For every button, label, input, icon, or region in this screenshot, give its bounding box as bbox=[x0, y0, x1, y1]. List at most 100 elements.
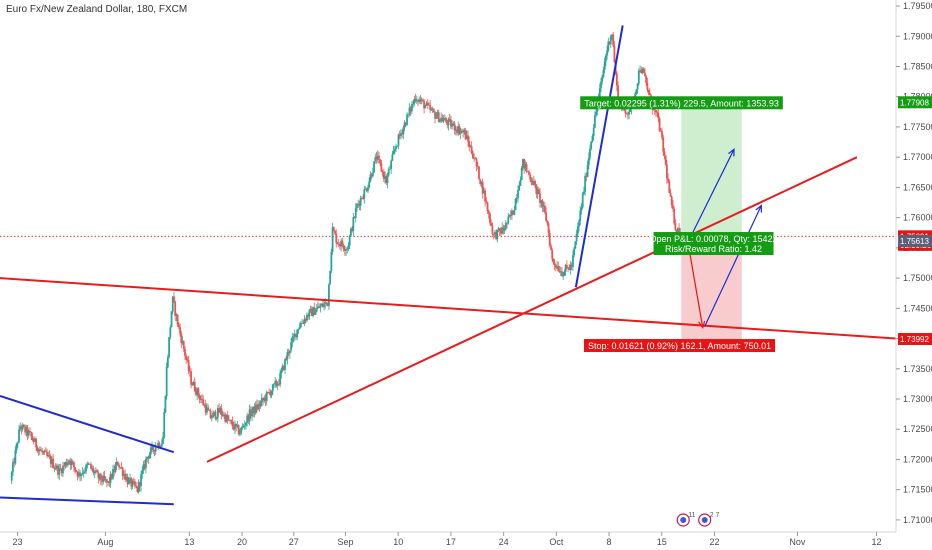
arrow-head bbox=[698, 320, 706, 330]
candle-body bbox=[197, 388, 200, 396]
candle-body bbox=[148, 454, 151, 459]
candle-body bbox=[42, 452, 45, 453]
x-tick-label: 24 bbox=[499, 537, 509, 547]
candle-body bbox=[674, 223, 677, 231]
candle-body bbox=[569, 264, 572, 271]
candle-body bbox=[391, 154, 394, 161]
candle-body bbox=[132, 480, 135, 482]
candle-body bbox=[543, 205, 546, 213]
candle-body bbox=[292, 336, 295, 338]
candle-body bbox=[351, 228, 354, 232]
candle-body bbox=[495, 232, 497, 240]
candle-body bbox=[103, 475, 106, 480]
candle-body bbox=[59, 468, 62, 470]
y-tick-label: 1.76500 bbox=[903, 182, 932, 192]
candle-body bbox=[314, 311, 317, 315]
candle-body bbox=[304, 318, 307, 321]
candle-body bbox=[195, 391, 197, 395]
candle-body bbox=[224, 414, 227, 422]
candle-body bbox=[565, 264, 568, 268]
candle-body bbox=[184, 348, 186, 356]
candle-body bbox=[385, 176, 388, 184]
candle-body bbox=[81, 472, 84, 475]
candle-body bbox=[18, 429, 20, 443]
candle-body bbox=[507, 216, 510, 224]
candle-body bbox=[267, 391, 269, 393]
candle-body bbox=[32, 440, 35, 443]
candle-body bbox=[246, 415, 249, 423]
candle-body bbox=[23, 424, 25, 427]
candle-body bbox=[319, 305, 322, 308]
candle-body bbox=[562, 275, 565, 277]
candle-body bbox=[526, 170, 529, 172]
candle-body bbox=[668, 181, 671, 193]
candle-body bbox=[637, 70, 640, 84]
stop-label: Stop: 0.01621 (0.92%) 162.1, Amount: 750… bbox=[583, 339, 776, 353]
candle-body bbox=[665, 164, 668, 179]
candle-body bbox=[556, 266, 558, 268]
candle-body bbox=[313, 307, 316, 315]
candle-body bbox=[53, 467, 56, 469]
candle-body bbox=[206, 407, 208, 413]
candle-body bbox=[330, 251, 333, 271]
candle-body bbox=[376, 155, 379, 160]
candle-body bbox=[215, 417, 218, 419]
candle-body bbox=[545, 212, 547, 222]
candle-body bbox=[114, 465, 117, 473]
candle-body bbox=[523, 158, 526, 169]
candle-body bbox=[308, 309, 311, 317]
candle-body bbox=[353, 217, 356, 219]
candle-body bbox=[37, 449, 40, 452]
candle-body bbox=[428, 104, 430, 106]
candle-body bbox=[673, 208, 676, 224]
candle-body bbox=[41, 450, 44, 453]
candle-body bbox=[332, 227, 335, 232]
candle-body bbox=[324, 302, 327, 304]
candle-body bbox=[498, 228, 501, 231]
candle-body bbox=[548, 233, 551, 246]
y-tick-label: 1.75000 bbox=[903, 273, 932, 283]
candle-body bbox=[218, 407, 221, 413]
candle-body bbox=[141, 470, 144, 475]
candle-body bbox=[177, 324, 180, 328]
candle-body bbox=[425, 102, 428, 106]
candle-body bbox=[35, 438, 38, 448]
candle-body bbox=[26, 427, 29, 436]
x-tick-label: 22 bbox=[709, 537, 719, 547]
candle-body bbox=[587, 157, 590, 166]
candle-body bbox=[497, 228, 500, 230]
candle-body bbox=[561, 271, 563, 277]
candle-body bbox=[123, 473, 125, 476]
candle-body bbox=[212, 412, 214, 418]
candle-body bbox=[136, 486, 139, 492]
candle-body bbox=[310, 308, 313, 316]
candle-body bbox=[430, 109, 433, 111]
candle-body bbox=[608, 41, 611, 45]
candle-body bbox=[317, 306, 319, 309]
price-axis-bg bbox=[896, 0, 932, 550]
candle-body bbox=[642, 68, 645, 74]
candle-body bbox=[254, 404, 257, 414]
candle-body bbox=[663, 151, 666, 156]
candle-body bbox=[125, 476, 128, 480]
symbol-title: Euro Fx/New Zealand Dollar, 180, FXCM bbox=[6, 4, 188, 15]
candle-body bbox=[105, 479, 108, 483]
candle-body bbox=[371, 172, 374, 177]
candle-body bbox=[469, 146, 472, 148]
candle-body bbox=[658, 118, 661, 131]
candle-body bbox=[107, 481, 109, 483]
candle-body bbox=[112, 469, 114, 479]
event-badge-flag-icon bbox=[701, 517, 708, 523]
candle-body bbox=[293, 333, 296, 337]
candle-body bbox=[66, 462, 69, 466]
candle-body bbox=[476, 166, 479, 167]
candle-body bbox=[234, 423, 236, 430]
candle-body bbox=[210, 417, 213, 419]
candle-body bbox=[253, 406, 256, 414]
candle-body bbox=[426, 102, 429, 105]
candle-body bbox=[586, 165, 589, 177]
candle-body bbox=[297, 329, 300, 330]
candle-body bbox=[216, 407, 219, 418]
candle-body bbox=[502, 227, 505, 231]
candle-body bbox=[575, 233, 578, 242]
